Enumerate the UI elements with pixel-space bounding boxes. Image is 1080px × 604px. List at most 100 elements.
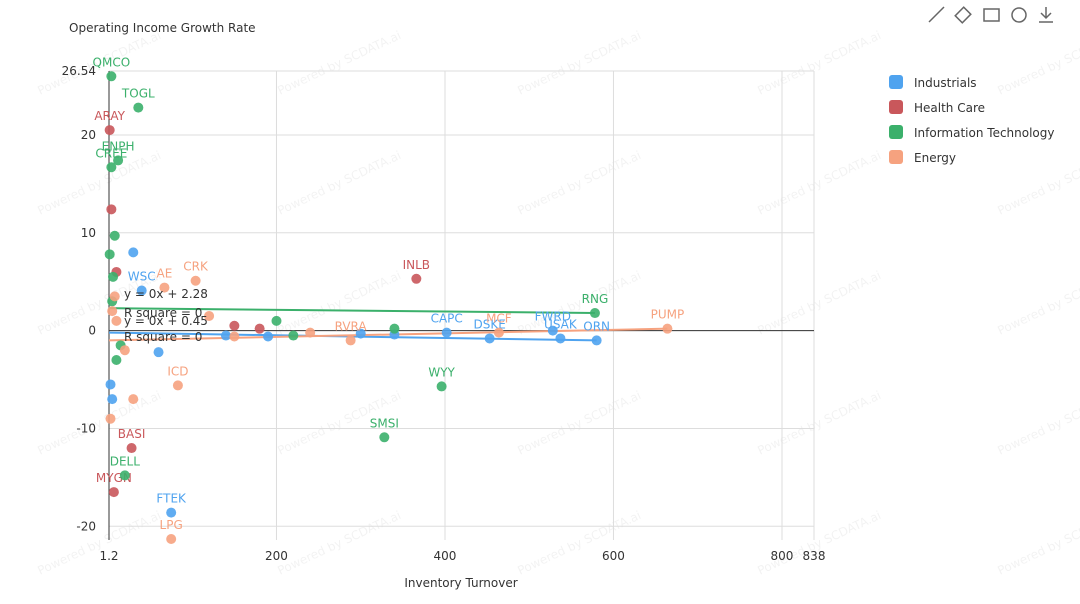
- point: [229, 320, 240, 331]
- point-label: RNG: [582, 292, 609, 306]
- watermark: Powered by SCDATA.ai: [275, 28, 403, 98]
- point-label: RVRA: [335, 319, 368, 333]
- tool-download[interactable]: [1039, 7, 1053, 23]
- x-tick-label: 838: [803, 549, 826, 563]
- point-label: WSC: [128, 270, 156, 284]
- watermark: Powered by SCDATA.ai: [515, 28, 643, 98]
- watermark: Powered by SCDATA.ai: [35, 508, 163, 578]
- point-label: CRK: [183, 260, 209, 274]
- point: [389, 323, 400, 334]
- point: [441, 327, 452, 338]
- watermark: Powered by SCDATA.ai: [995, 388, 1080, 458]
- point-label: ENPH: [102, 139, 135, 153]
- legend-label: Industrials: [914, 76, 977, 90]
- x-tick-label: 200: [265, 549, 288, 563]
- point-label: INLB: [403, 258, 430, 272]
- point-label: TOGL: [121, 87, 155, 101]
- point: [589, 308, 600, 319]
- point: [119, 470, 130, 481]
- point-label: FWRD: [535, 310, 571, 324]
- point: [108, 487, 119, 498]
- watermark: Powered by SCDATA.ai: [995, 28, 1080, 98]
- point: [555, 333, 566, 344]
- point: [345, 335, 356, 346]
- point: [254, 323, 265, 334]
- point: [220, 330, 231, 341]
- point-label: BASI: [118, 427, 146, 441]
- tool-table[interactable]: [983, 8, 1000, 22]
- y-tick-label: 0: [88, 324, 96, 338]
- point: [379, 432, 390, 443]
- point: [159, 282, 170, 293]
- tool-refresh[interactable]: [1011, 7, 1027, 23]
- point: [436, 381, 447, 392]
- point-label: CREE: [95, 146, 127, 160]
- x-tick-label: 1.2: [99, 549, 118, 563]
- legend-swatch: [889, 150, 903, 164]
- point: [263, 331, 274, 342]
- point: [271, 315, 282, 326]
- watermark: Powered by SCDATA.ai: [755, 28, 883, 98]
- toolbox[interactable]: [928, 6, 1053, 24]
- watermark: Powered by SCDATA.ai: [515, 268, 643, 338]
- x-tick-label: 400: [434, 549, 457, 563]
- point: [484, 333, 495, 344]
- point: [106, 71, 117, 82]
- point: [190, 275, 201, 286]
- point-label: ARAY: [94, 109, 125, 123]
- point-label: CAPC: [431, 312, 463, 326]
- watermark: Powered by SCDATA.ai: [995, 148, 1080, 218]
- point-label: QMCO: [93, 55, 131, 69]
- point-label: MCF: [486, 312, 512, 326]
- point: [107, 306, 118, 317]
- point-label: ORN: [583, 319, 610, 333]
- point: [153, 347, 164, 358]
- point-label: SMSI: [370, 416, 399, 430]
- point: [128, 247, 139, 258]
- legend-label: Health Care: [914, 101, 985, 115]
- regression-label: R square = 0: [124, 330, 202, 344]
- x-tick-label: 600: [602, 549, 625, 563]
- point: [288, 330, 299, 341]
- point: [229, 331, 240, 342]
- watermark: Powered by SCDATA.ai: [755, 508, 883, 578]
- trend-line: [108, 327, 668, 342]
- point: [113, 155, 124, 166]
- point: [136, 285, 147, 296]
- legend-swatch: [889, 125, 903, 139]
- y-tick-label: 10: [81, 226, 96, 240]
- point: [591, 335, 602, 346]
- point: [109, 230, 120, 241]
- point: [547, 325, 558, 336]
- point: [106, 162, 117, 173]
- point: [493, 327, 504, 338]
- point-label: PUMP: [651, 308, 685, 322]
- point: [133, 102, 144, 113]
- point: [305, 327, 316, 338]
- point: [111, 354, 122, 365]
- x-axis-title: Inventory Turnover: [404, 576, 517, 590]
- point: [172, 380, 183, 391]
- legend-swatch: [889, 100, 903, 114]
- point: [126, 443, 137, 454]
- point: [107, 394, 118, 405]
- point: [662, 323, 673, 334]
- point-label: ICD: [167, 364, 188, 378]
- point: [106, 204, 117, 215]
- point: [105, 413, 116, 424]
- tool-line[interactable]: [928, 6, 945, 23]
- point: [108, 271, 119, 282]
- point-label: WYY: [428, 365, 455, 379]
- watermark: Powered by SCDATA.ai: [995, 268, 1080, 338]
- legend-swatch: [889, 75, 903, 89]
- point-label: LPG: [160, 518, 183, 532]
- point: [355, 328, 366, 339]
- regression-label: y = 0x + 2.28: [124, 287, 208, 301]
- point: [128, 394, 139, 405]
- tool-tag[interactable]: [954, 6, 972, 24]
- y-tick-label: 20: [81, 128, 96, 142]
- regression-label: R square = 0: [124, 306, 202, 320]
- trend-line: [108, 307, 595, 315]
- watermark: Powered by SCDATA.ai: [755, 268, 883, 338]
